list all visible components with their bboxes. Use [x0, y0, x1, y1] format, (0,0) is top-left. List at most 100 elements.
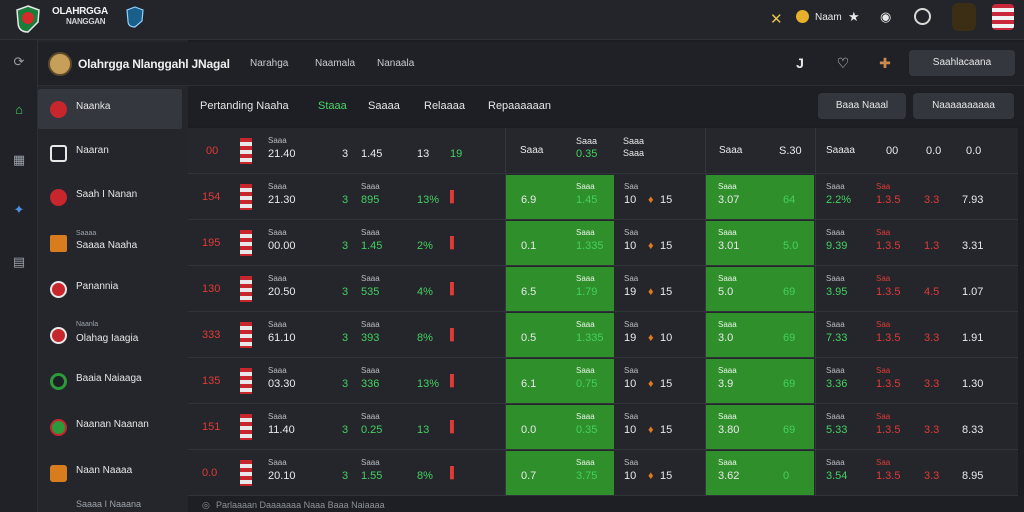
row-label: Saaa: [268, 366, 287, 375]
club-icon: [50, 281, 67, 298]
highlight-block: [506, 405, 614, 449]
close-icon[interactable]: ✕: [770, 11, 783, 28]
tab-item[interactable]: Saaaa: [368, 100, 400, 112]
column-divider: [705, 450, 706, 496]
stats-icon[interactable]: ▤: [12, 254, 26, 269]
header-s: 3: [342, 148, 349, 160]
table-row[interactable]: Saaa Saaa Saaa Saa Saaa Saaa Saa ♦ ▌ 154 21.30 3 895…: [188, 174, 1018, 220]
row-score: 535: [361, 286, 380, 298]
crumb-tab[interactable]: Narahga: [250, 58, 289, 69]
league-icon: [50, 101, 67, 118]
sidebar-item[interactable]: Naanka: [38, 89, 182, 129]
row-value: 1.79: [576, 286, 598, 298]
highlight-block: [506, 267, 614, 311]
row-label: Saaa: [718, 274, 737, 283]
tab-item[interactable]: Relaaaa: [424, 100, 465, 112]
row-value: 3.75: [576, 470, 598, 482]
heart-icon[interactable]: ♡: [836, 55, 850, 71]
table-row[interactable]: Saaa Saaa Saaa Saa Saaa Saaa Saa ♦ ▌ 151 11.40 3 0.2…: [188, 404, 1018, 450]
brand-icon[interactable]: J: [796, 55, 804, 71]
puzzle-icon[interactable]: ✚: [879, 55, 891, 71]
row-score: 393: [361, 332, 380, 344]
fire-icon: ♦: [648, 240, 654, 252]
row-label: Saaa: [826, 228, 845, 237]
tab-item[interactable]: Staaa: [318, 100, 347, 112]
column-divider: [505, 358, 506, 404]
table-row[interactable]: Saaa Saaa Saaa Saa Saaa Saaa Saa ♦ ▌ 195 00.00 3 1.4…: [188, 220, 1018, 266]
row-extra: 13: [417, 424, 430, 436]
header-col: Saaaa: [826, 145, 855, 156]
row-value: 69: [783, 378, 796, 390]
flag-icon: ▌: [450, 329, 458, 341]
row-label: Saa: [624, 274, 639, 283]
flag-icon[interactable]: [992, 4, 1014, 30]
crumb-tab[interactable]: Nanaala: [377, 58, 415, 69]
column-divider: [705, 312, 706, 358]
row-label: Saaa: [718, 320, 737, 329]
user-label[interactable]: Naam: [815, 12, 842, 23]
row-label: Saaa: [361, 412, 380, 421]
breadcrumb-bar: Olahrgga Nlanggahl JNagal Narahga Naamal…: [38, 42, 1024, 86]
column-divider: [815, 358, 816, 404]
screen-icon: [50, 145, 67, 162]
row-label: Saa: [624, 412, 639, 421]
row-value: 3.3: [924, 424, 940, 436]
sidebar-item[interactable]: Naaran: [38, 133, 182, 173]
home-icon[interactable]: ⌂: [15, 102, 23, 117]
row-label: Saaa: [826, 182, 845, 191]
row-value: 5.0: [783, 240, 799, 252]
team-icon[interactable]: ✦: [13, 202, 25, 217]
tab-item[interactable]: Pertanding Naaha: [200, 100, 289, 112]
calendar-icon[interactable]: ▦: [12, 152, 26, 167]
column-divider: [815, 450, 816, 496]
row-value: 3.54: [826, 470, 848, 482]
row-value: 3.3: [924, 194, 940, 206]
sidebar-item[interactable]: Saaaa I Naaana: [38, 495, 182, 512]
table-row[interactable]: Saaa Saaa Saaa Saa Saaa Saaa Saa ♦ ▌ 0.0 20.10 3 1.5…: [188, 450, 1018, 496]
header-time: 21.40: [268, 148, 296, 160]
table-row[interactable]: Saaa Saaa Saaa Saa Saaa Saaa Saa ♦ ▌ 130 20.50 3 535…: [188, 266, 1018, 312]
row-value: 0.5: [521, 332, 537, 344]
row-value: 6.5: [521, 286, 537, 298]
table-row[interactable]: Saaa Saaa Saaa Saa Saaa Saaa Saa ♦ ▌ 333 61.10 3 393…: [188, 312, 1018, 358]
fire-icon: ♦: [648, 332, 654, 344]
row-time: 21.30: [268, 194, 296, 206]
tab-item[interactable]: Repaaaaaan: [488, 100, 552, 112]
row-num: 151: [202, 421, 221, 433]
row-label: Saaa: [361, 228, 380, 237]
table-row[interactable]: Saaa Saaa Saaa Saa Saaa Saaa Saa ♦ ▌ 135 03.30 3 336…: [188, 358, 1018, 404]
crumb-action-button[interactable]: Saahlacaana: [909, 50, 1015, 76]
crumb-tab[interactable]: Naamala: [315, 58, 356, 69]
avatar-icon[interactable]: [952, 3, 976, 31]
row-value: 15: [660, 194, 673, 206]
row-value: 1.3.5: [876, 240, 901, 252]
row-value: 15: [660, 378, 673, 390]
sidebar-item[interactable]: Naanan Naanan: [38, 407, 182, 447]
table-header-row: 00 Saaa 21.40 3 1.45 13 19 Saaa Saaa 0.3…: [188, 128, 1018, 174]
column-divider: [815, 128, 816, 174]
sidebar-item[interactable]: Panannia: [38, 269, 182, 309]
sidebar-item[interactable]: Naanla Olahag Iaagia: [38, 315, 182, 355]
row-value: 1.45: [576, 194, 598, 206]
match-table: 00 Saaa 21.40 3 1.45 13 19 Saaa Saaa 0.3…: [188, 128, 1018, 496]
tab-action-button[interactable]: Baaa Naaal: [818, 93, 906, 119]
row-value: 1.3.5: [876, 332, 901, 344]
highlight-block: [706, 175, 814, 219]
column-divider: [705, 174, 706, 220]
sidebar-item[interactable]: Naan Naaaa: [38, 453, 182, 493]
row-label: Saa: [624, 228, 639, 237]
sidebar-item[interactable]: Baaia Naiaaga: [38, 361, 182, 401]
sidebar-item[interactable]: Saah I Nanan: [38, 177, 182, 217]
row-score: 1.45: [361, 240, 383, 252]
clock-icon[interactable]: [914, 8, 931, 25]
icon-rail: ⟳ ⌂ ▦ ✦ ▤: [0, 40, 38, 512]
club-icon: [50, 327, 67, 344]
bell-icon[interactable]: ◉: [880, 9, 892, 24]
row-extra: 13%: [417, 194, 440, 206]
sidebar-item[interactable]: Saaaa Saaaa Naaha: [38, 223, 182, 263]
column-divider: [815, 312, 816, 358]
star-icon[interactable]: ★: [848, 9, 860, 24]
sync-icon[interactable]: ⟳: [13, 54, 25, 69]
tab-action-button[interactable]: Naaaaaaaaaa: [913, 93, 1014, 119]
flag-icon: ▌: [450, 191, 458, 203]
